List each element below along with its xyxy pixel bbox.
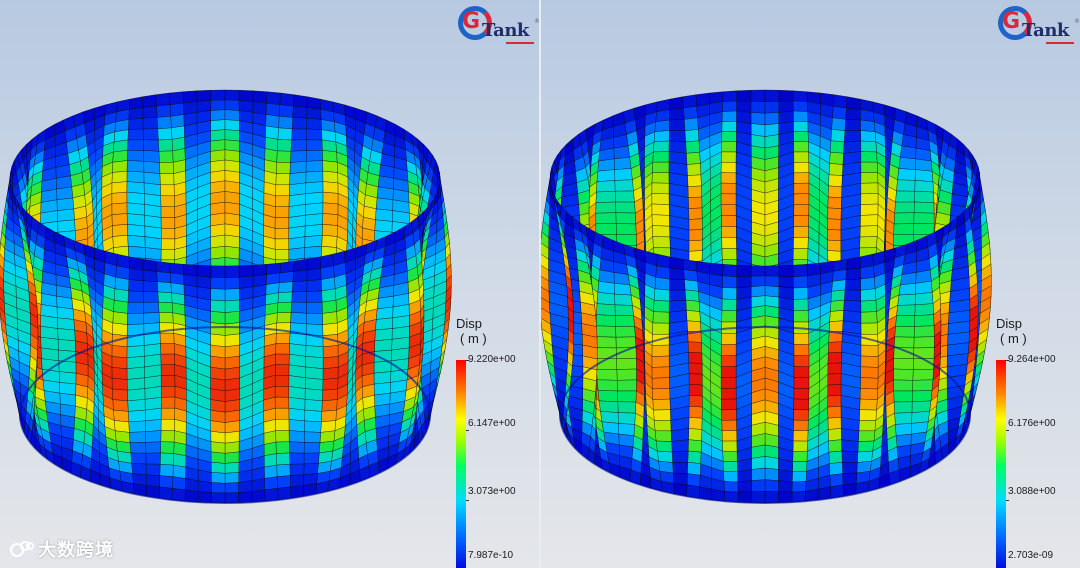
legend-title: Disp [996, 316, 1023, 331]
panel-divider [539, 0, 541, 568]
legend-mid-high-label: 6.147e+00 [468, 418, 516, 429]
legend-min-label: 2.703e-09 [1008, 550, 1054, 561]
tank-deformation-plot-left [0, 89, 452, 504]
tank-deformation-plot-right [540, 89, 992, 504]
legend-color-bar [996, 360, 1006, 568]
logo-text: Tank [1022, 20, 1069, 41]
legend-color-bar [456, 360, 466, 568]
watermark-logo-icon [10, 541, 34, 557]
color-legend-right: Disp ( m ) 9.264e+00 6.176e+00 3.088e+00… [996, 316, 1080, 568]
legend-unit: ( m ) [460, 331, 487, 346]
watermark-text: 大数跨境 [38, 540, 114, 561]
legend-mid-high-label: 6.176e+00 [1008, 418, 1056, 429]
left-result-panel: G Tank ® Disp ( m ) 9.220e+00 6.147e+00 … [0, 0, 540, 568]
legend-min-label: 7.987e-10 [468, 550, 514, 561]
legend-title: Disp [456, 316, 483, 331]
legend-mid-low-label: 3.073e+00 [468, 486, 516, 497]
right-result-panel: G Tank ® Disp ( m ) 9.264e+00 6.176e+00 … [540, 0, 1080, 568]
color-legend-left: Disp ( m ) 9.220e+00 6.147e+00 3.073e+00… [456, 316, 540, 568]
gtank-logo-icon: G Tank ® [998, 6, 1080, 48]
logo-text: Tank [482, 20, 529, 41]
legend-max-label: 9.220e+00 [468, 354, 516, 365]
legend-unit: ( m ) [1000, 331, 1027, 346]
legend-mid-low-label: 3.088e+00 [1008, 486, 1056, 497]
gtank-logo-icon: G Tank ® [458, 6, 540, 48]
watermark: 大数跨境 [10, 536, 114, 562]
legend-max-label: 9.264e+00 [1008, 354, 1056, 365]
